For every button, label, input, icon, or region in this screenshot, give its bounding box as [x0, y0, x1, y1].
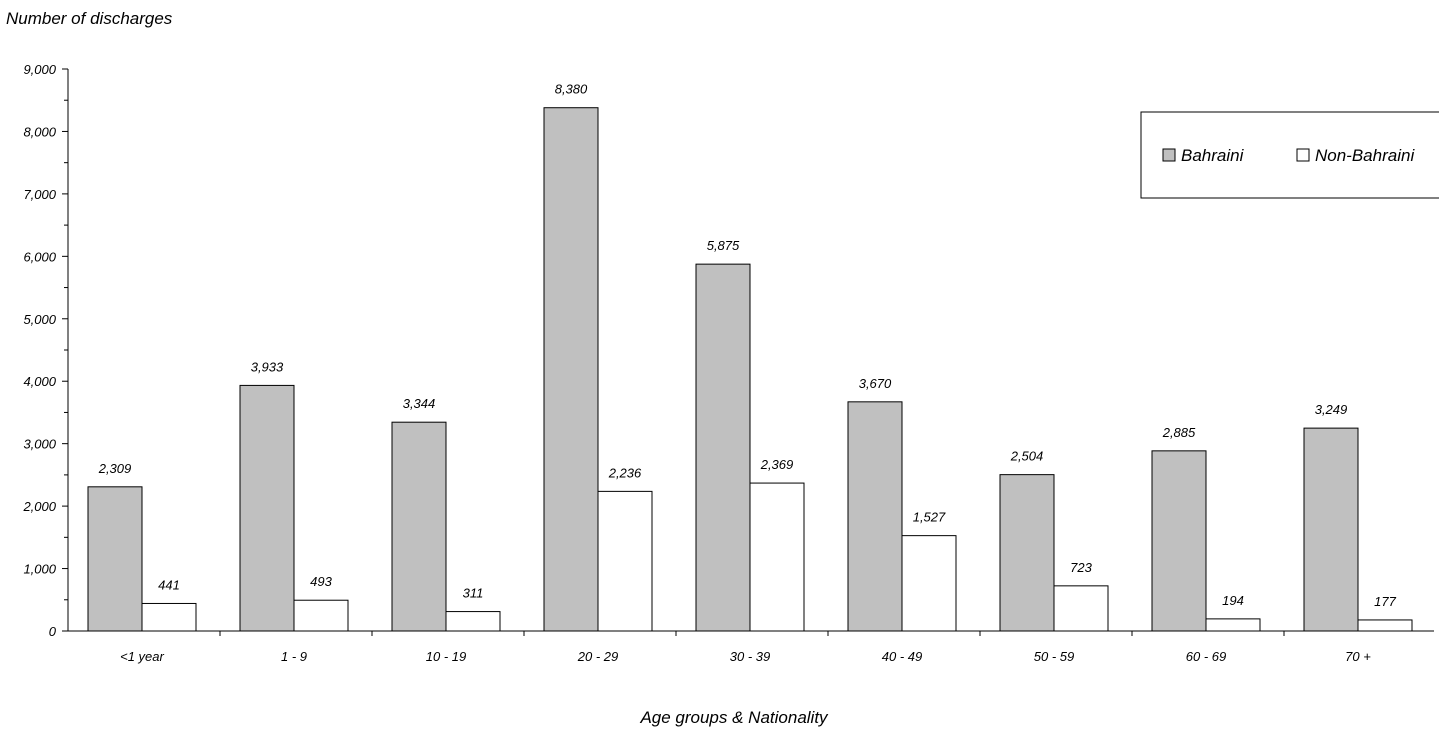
data-label: 8,380	[555, 82, 588, 97]
data-label: 3,670	[859, 376, 892, 391]
bar-bahraini	[1303, 427, 1359, 632]
bar-bahraini	[543, 107, 599, 632]
legend-box	[1140, 111, 1439, 199]
bar-bahraini	[847, 401, 903, 632]
data-label: 2,885	[1162, 425, 1196, 440]
y-tick-label: 5,000	[23, 312, 56, 327]
data-label: 3,249	[1315, 402, 1348, 417]
x-axis-title: Age groups & Nationality	[639, 708, 829, 727]
y-axis-title: Number of discharges	[6, 9, 173, 28]
y-tick-label: 7,000	[23, 187, 56, 202]
bar-bahraini	[999, 474, 1055, 632]
data-label: 3,933	[251, 359, 284, 374]
y-tick-label: 1,000	[23, 562, 56, 577]
data-label: 311	[463, 586, 484, 601]
x-tick-label: 40 - 49	[882, 649, 922, 664]
y-tick-label: 6,000	[23, 249, 56, 264]
y-tick-label: 8,000	[23, 124, 56, 139]
bar-non-bahraini	[1357, 619, 1413, 632]
bar-non-bahraini	[445, 611, 501, 632]
x-tick-label: 60 - 69	[1186, 649, 1226, 664]
y-tick-label: 9,000	[23, 62, 56, 77]
legend: Bahraini Non-Bahraini	[1140, 111, 1439, 199]
legend-swatch	[1296, 148, 1310, 162]
bar-non-bahraini	[901, 535, 957, 632]
legend-swatch	[1162, 148, 1176, 162]
bar-bahraini	[391, 421, 447, 632]
bar-non-bahraini	[141, 602, 197, 632]
x-tick-label: 50 - 59	[1034, 649, 1074, 664]
data-label: 1,527	[913, 510, 946, 525]
data-label: 5,875	[707, 238, 740, 253]
data-label: 723	[1070, 560, 1092, 575]
data-label: 2,309	[98, 461, 132, 476]
y-tick-label: 3,000	[23, 437, 56, 452]
y-tick-label: 0	[49, 624, 57, 639]
bars	[87, 107, 1413, 632]
bar-bahraini	[87, 486, 143, 632]
data-label: 441	[158, 577, 180, 592]
bar-non-bahraini	[1205, 618, 1261, 632]
x-tick-label: 20 - 29	[577, 649, 618, 664]
y-tick-label: 2,000	[22, 499, 56, 514]
legend-label: Bahraini	[1181, 146, 1245, 165]
bar-non-bahraini	[1053, 585, 1109, 632]
data-label: 493	[310, 574, 332, 589]
data-labels: 2,309 3,933 3,344 8,380 5,875 3,670 2,504 2,885…	[98, 82, 1397, 609]
data-label: 2,369	[760, 457, 794, 472]
bar-non-bahraini	[597, 490, 653, 632]
bar-non-bahraini	[749, 482, 805, 632]
y-tick-label: 4,000	[23, 374, 56, 389]
x-tick-label: <1 year	[120, 649, 164, 664]
data-label: 177	[1374, 594, 1396, 609]
x-tick-label: 30 - 39	[730, 649, 770, 664]
legend-label: Non-Bahraini	[1315, 146, 1415, 165]
x-tick-label: 10 - 19	[426, 649, 466, 664]
bar-non-bahraini	[293, 599, 349, 632]
bar-bahraini	[1151, 450, 1207, 632]
bar-bahraini	[239, 384, 295, 632]
data-label: 3,344	[403, 396, 436, 411]
data-label: 2,236	[608, 465, 642, 480]
bar-bahraini	[695, 263, 751, 632]
x-tick-label: 70 +	[1345, 649, 1371, 664]
x-tick-label: 1 - 9	[281, 649, 307, 664]
data-label: 2,504	[1010, 449, 1044, 464]
data-label: 194	[1222, 593, 1244, 608]
